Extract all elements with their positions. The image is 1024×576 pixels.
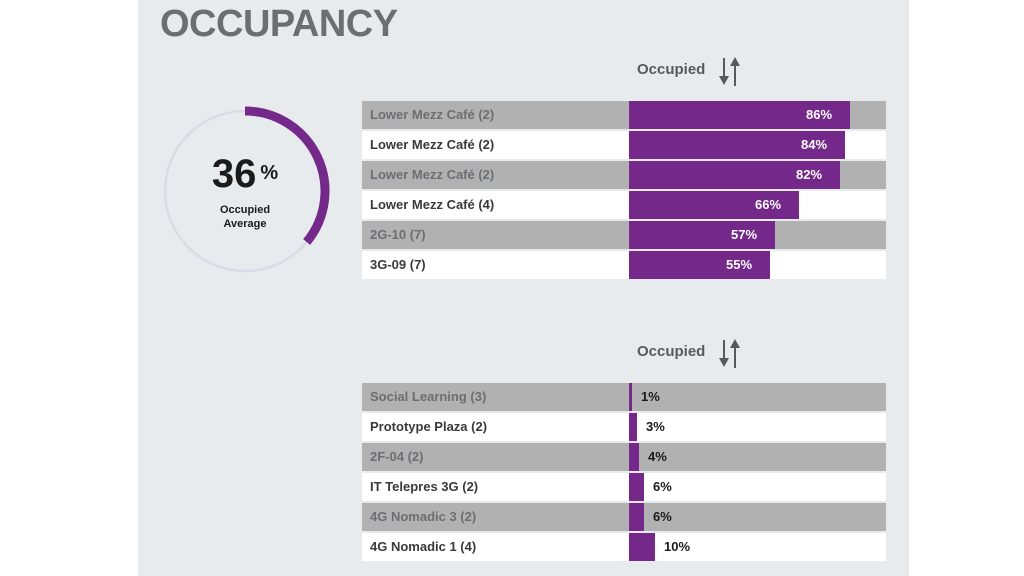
occupancy-bar bbox=[629, 413, 637, 441]
bar-value-label: 10% bbox=[664, 539, 691, 554]
row-label: Lower Mezz Café (2) bbox=[370, 137, 495, 152]
bar-value-label: 84% bbox=[801, 137, 828, 152]
occupancy-bar bbox=[629, 191, 799, 219]
occupancy-bar bbox=[629, 101, 850, 129]
bar-value-label: 6% bbox=[653, 509, 672, 524]
row-label: 2F-04 (2) bbox=[370, 449, 424, 464]
gauge-value-number: 36 bbox=[211, 152, 257, 196]
row-label: Prototype Plaza (2) bbox=[370, 419, 488, 434]
table-row[interactable]: Prototype Plaza (2) 3% bbox=[362, 413, 886, 441]
occupancy-bar bbox=[629, 533, 655, 561]
row-label: Lower Mezz Café (2) bbox=[370, 107, 495, 122]
row-label: 3G-09 (7) bbox=[370, 257, 426, 272]
occupancy-bar bbox=[629, 443, 639, 471]
bar-value-label: 4% bbox=[648, 449, 667, 464]
bar-value-label: 6% bbox=[653, 479, 672, 494]
table-row[interactable]: Lower Mezz Café (2) 86% bbox=[362, 101, 886, 129]
bar-value-label: 66% bbox=[755, 197, 782, 212]
row-label: Lower Mezz Café (2) bbox=[370, 167, 495, 182]
occupancy-gauge bbox=[163, 106, 330, 273]
table-row[interactable]: Lower Mezz Café (4) 66% bbox=[362, 191, 886, 219]
occupancy-bar bbox=[629, 221, 775, 249]
bar-value-label: 82% bbox=[796, 167, 823, 182]
gauge-label: Occupied Average bbox=[152, 203, 338, 231]
bar-value-label: 86% bbox=[806, 107, 833, 122]
gauge-center: 36% Occupied Average bbox=[152, 98, 338, 284]
table-row[interactable]: 4G Nomadic 1 (4) 10% bbox=[362, 533, 886, 561]
sort-arrows-icon[interactable] bbox=[716, 54, 742, 88]
row-label: Lower Mezz Café (4) bbox=[370, 197, 495, 212]
row-label: IT Telepres 3G (2) bbox=[370, 479, 479, 494]
occupancy-bar bbox=[629, 473, 644, 501]
sort-arrows-icon[interactable] bbox=[716, 336, 742, 370]
table-row[interactable]: 2G-10 (7) 57% bbox=[362, 221, 886, 249]
row-label: Social Learning (3) bbox=[370, 389, 487, 404]
occupancy-bar bbox=[629, 131, 845, 159]
table-row[interactable]: Social Learning (3) 1% bbox=[362, 383, 886, 411]
occupancy-bar bbox=[629, 503, 644, 531]
bottom-occupancy-table: Social Learning (3) 1% Prototype Plaza (2)… bbox=[362, 383, 886, 563]
bar-value-label: 57% bbox=[731, 227, 758, 242]
gauge-label-line1: Occupied bbox=[219, 204, 271, 216]
page-title: OCCUPANCY bbox=[160, 3, 398, 45]
table-row[interactable]: Lower Mezz Café (2) 84% bbox=[362, 131, 886, 159]
top-occupancy-table: Lower Mezz Café (2) 86% Lower Mezz Café (2… bbox=[362, 101, 886, 281]
gauge-fill-arc bbox=[244, 106, 330, 245]
row-label: 4G Nomadic 1 (4) bbox=[370, 539, 477, 554]
row-label: 4G Nomadic 3 (2) bbox=[370, 509, 477, 524]
bar-value-label: 1% bbox=[641, 389, 660, 404]
bar-value-label: 55% bbox=[726, 257, 753, 272]
table-row[interactable]: 4G Nomadic 3 (2) 6% bbox=[362, 503, 886, 531]
gauge-value-unit: % bbox=[260, 162, 279, 184]
occupancy-bar bbox=[629, 383, 632, 411]
gauge-label-line2: Average bbox=[223, 218, 267, 230]
table-row[interactable]: IT Telepres 3G (2) 6% bbox=[362, 473, 886, 501]
top-sort-header[interactable]: Occupied bbox=[637, 60, 705, 80]
occupancy-bar bbox=[629, 161, 840, 189]
row-label: 2G-10 (7) bbox=[370, 227, 426, 242]
table-row[interactable]: Lower Mezz Café (2) 82% bbox=[362, 161, 886, 189]
gauge-value: 36% bbox=[152, 150, 338, 197]
bottom-sort-header[interactable]: Occupied bbox=[637, 342, 705, 362]
occupancy-bar bbox=[629, 251, 770, 279]
table-row[interactable]: 3G-09 (7) 55% bbox=[362, 251, 886, 279]
table-row[interactable]: 2F-04 (2) 4% bbox=[362, 443, 886, 471]
bottom-sort-label: Occupied bbox=[637, 343, 706, 360]
bar-value-label: 3% bbox=[646, 419, 665, 434]
top-sort-label: Occupied bbox=[637, 61, 706, 78]
